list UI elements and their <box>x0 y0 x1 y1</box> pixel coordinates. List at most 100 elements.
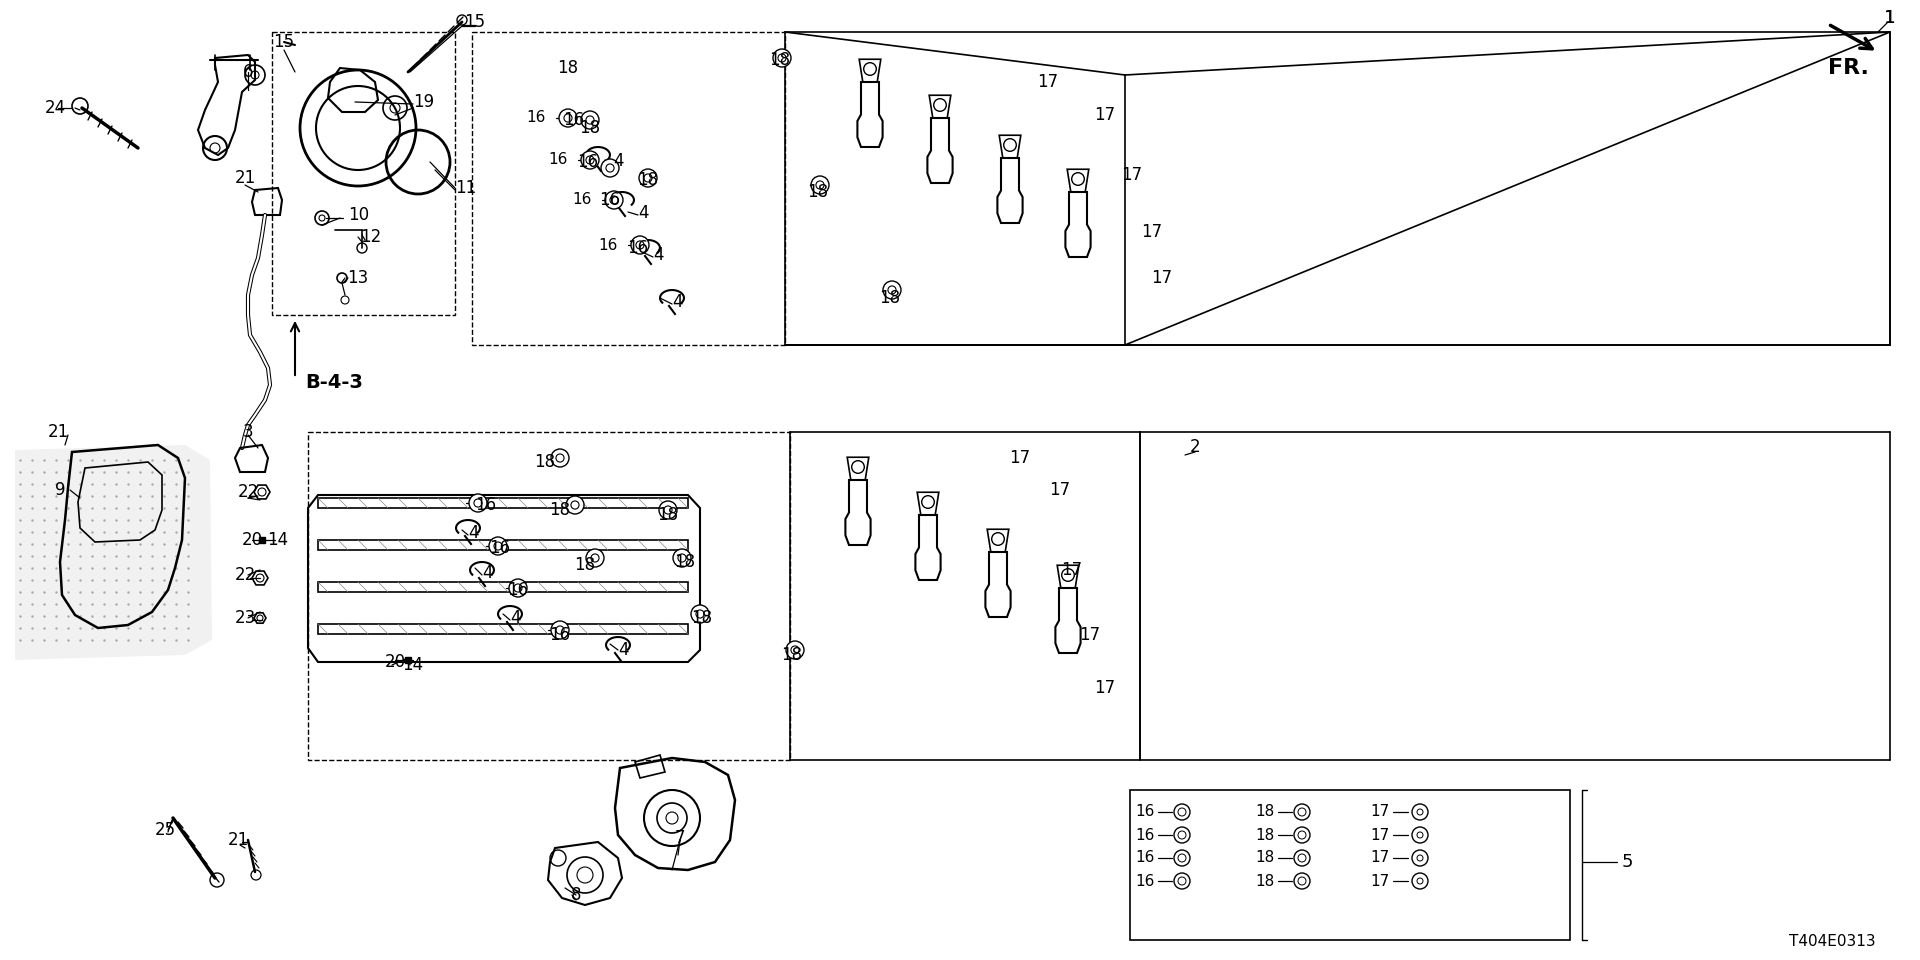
Polygon shape <box>253 612 267 623</box>
Text: 17: 17 <box>1140 223 1164 241</box>
Text: 22: 22 <box>238 483 259 501</box>
Text: 18: 18 <box>1256 851 1275 866</box>
Polygon shape <box>319 498 687 508</box>
Circle shape <box>605 191 622 209</box>
Circle shape <box>601 159 618 177</box>
Text: 4: 4 <box>653 246 664 264</box>
Text: 15: 15 <box>273 33 294 51</box>
Text: 18: 18 <box>534 453 555 471</box>
Text: 18: 18 <box>1256 828 1275 843</box>
Circle shape <box>810 176 829 194</box>
Text: 17: 17 <box>1121 166 1142 184</box>
Circle shape <box>468 494 488 512</box>
Circle shape <box>586 549 605 567</box>
Text: 6: 6 <box>242 63 253 81</box>
Text: 4: 4 <box>468 524 478 542</box>
Text: 20: 20 <box>384 653 405 671</box>
Text: 18: 18 <box>674 553 695 571</box>
Text: 16: 16 <box>1135 851 1156 866</box>
Text: 14: 14 <box>403 656 424 674</box>
Text: 17: 17 <box>1371 874 1390 889</box>
Circle shape <box>551 449 568 467</box>
Text: 14: 14 <box>267 531 288 549</box>
Text: 18: 18 <box>1256 804 1275 820</box>
Text: 4: 4 <box>482 564 493 582</box>
Text: 17: 17 <box>1371 851 1390 866</box>
Text: 18: 18 <box>657 506 678 524</box>
Text: 16: 16 <box>490 539 511 557</box>
Text: 11: 11 <box>455 179 476 197</box>
Text: 5: 5 <box>1620 853 1632 871</box>
Bar <box>1131 790 1571 940</box>
Text: 17: 17 <box>1371 804 1390 820</box>
Text: 4: 4 <box>612 152 624 170</box>
Polygon shape <box>319 582 687 592</box>
Circle shape <box>691 605 708 623</box>
Text: 18: 18 <box>574 556 595 574</box>
Text: 16: 16 <box>563 111 584 129</box>
Text: FR.: FR. <box>1828 58 1868 78</box>
Circle shape <box>582 111 599 129</box>
Text: 20: 20 <box>242 531 263 549</box>
Text: 19: 19 <box>413 93 434 111</box>
Text: 18: 18 <box>691 609 712 627</box>
Text: 4: 4 <box>672 293 682 311</box>
Circle shape <box>551 621 568 639</box>
Polygon shape <box>319 540 687 550</box>
Text: 24: 24 <box>44 99 65 117</box>
Text: 16: 16 <box>1135 874 1156 889</box>
Circle shape <box>559 109 578 127</box>
Text: 4: 4 <box>618 641 628 659</box>
Text: 4: 4 <box>511 609 520 627</box>
Circle shape <box>509 579 526 597</box>
Text: 9: 9 <box>56 481 65 499</box>
Text: 18: 18 <box>1256 874 1275 889</box>
Circle shape <box>659 501 678 519</box>
Polygon shape <box>253 485 271 499</box>
Circle shape <box>566 496 584 514</box>
Text: 18: 18 <box>879 289 900 307</box>
Text: 16: 16 <box>526 110 545 126</box>
Text: 17: 17 <box>1094 106 1116 124</box>
Text: 3: 3 <box>242 423 253 441</box>
Text: 16: 16 <box>1135 828 1156 843</box>
Text: 1: 1 <box>1884 9 1895 27</box>
Text: 17: 17 <box>1010 449 1031 467</box>
Text: 16: 16 <box>599 191 620 209</box>
Text: 2: 2 <box>1190 438 1200 456</box>
Text: 18: 18 <box>781 646 803 664</box>
Text: 16: 16 <box>507 581 528 599</box>
Text: 17: 17 <box>1062 561 1083 579</box>
Text: B-4-3: B-4-3 <box>305 372 363 392</box>
Text: 13: 13 <box>348 269 369 287</box>
Circle shape <box>883 281 900 299</box>
Text: 15: 15 <box>465 13 486 31</box>
Text: 18: 18 <box>637 171 659 189</box>
Text: 10: 10 <box>348 206 369 224</box>
Text: 7: 7 <box>674 829 685 847</box>
Text: 17: 17 <box>1152 269 1173 287</box>
Circle shape <box>582 151 599 169</box>
Text: 18: 18 <box>549 501 570 519</box>
Text: 18: 18 <box>770 51 791 69</box>
Text: 18: 18 <box>808 183 829 201</box>
Text: 18: 18 <box>557 59 578 77</box>
Circle shape <box>674 549 691 567</box>
Text: 16: 16 <box>572 193 591 207</box>
Circle shape <box>785 641 804 659</box>
Text: 21: 21 <box>48 423 69 441</box>
Polygon shape <box>252 571 269 585</box>
Text: 16: 16 <box>549 626 570 644</box>
Text: 16: 16 <box>576 153 597 171</box>
Text: 8: 8 <box>570 886 582 904</box>
Text: 17: 17 <box>1037 73 1058 91</box>
Text: 22: 22 <box>234 566 255 584</box>
Bar <box>405 657 411 663</box>
Text: 16: 16 <box>549 153 568 167</box>
Text: 4: 4 <box>637 204 649 222</box>
Text: 17: 17 <box>1371 828 1390 843</box>
Text: 17: 17 <box>1079 626 1100 644</box>
Text: 17: 17 <box>1050 481 1071 499</box>
Text: 21: 21 <box>234 169 255 187</box>
Text: 16: 16 <box>1135 804 1156 820</box>
